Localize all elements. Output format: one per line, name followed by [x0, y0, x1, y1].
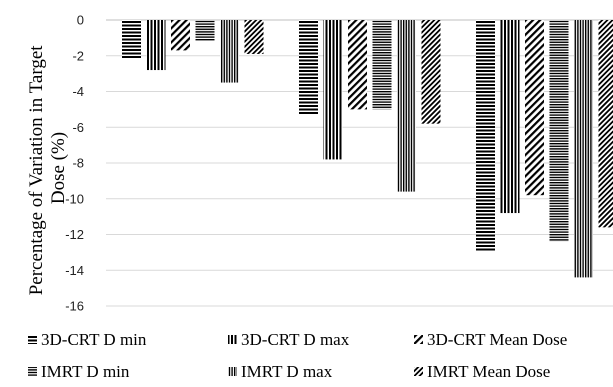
y-axis-label-line-2: Dose (%) — [48, 132, 69, 204]
legend-label: IMRT D max — [241, 362, 333, 381]
y-tick-labels: 0 -2 -4 -6 -8 -10 -12 -14 -16 — [65, 13, 84, 314]
bar — [195, 20, 215, 42]
legend: 3D-CRT D min 3D-CRT D max 3D-CRT Mean Dose… — [28, 330, 567, 381]
legend-label: 3D-CRT D min — [41, 330, 147, 349]
bar — [574, 20, 593, 278]
bar — [244, 20, 264, 54]
bar — [500, 20, 520, 214]
y-axis-label: Percentage of Variation in Target Dose (… — [26, 41, 69, 296]
bar — [598, 20, 613, 228]
y-tick-label: -4 — [72, 84, 84, 99]
bar — [146, 20, 166, 71]
legend-label: IMRT Mean Dose — [427, 362, 550, 381]
legend-label: IMRT D min — [41, 362, 130, 381]
y-tick-label: -6 — [72, 120, 84, 135]
y-tick-label: 0 — [77, 13, 84, 28]
y-tick-label: -14 — [65, 263, 84, 278]
bars — [122, 20, 613, 278]
legend-swatch — [414, 367, 423, 376]
bar — [525, 20, 544, 196]
legend-swatch — [414, 335, 423, 344]
y-axis-label-line-1: Percentage of Variation in Target — [26, 45, 47, 296]
y-tick-label: -12 — [65, 227, 84, 242]
bar — [171, 20, 190, 51]
bar — [348, 20, 367, 110]
y-tick-label: -16 — [65, 299, 84, 314]
bar — [299, 20, 318, 115]
bar — [122, 20, 141, 60]
legend-label: 3D-CRT D max — [241, 330, 350, 349]
bar — [476, 20, 495, 251]
y-tick-label: -2 — [72, 48, 84, 63]
y-tick-label: -8 — [72, 156, 84, 171]
bar — [397, 20, 416, 192]
bar — [549, 20, 569, 242]
y-tick-label: -10 — [65, 191, 84, 206]
legend-swatch — [28, 335, 37, 344]
bar — [323, 20, 343, 160]
bar — [220, 20, 239, 83]
legend-label: 3D-CRT Mean Dose — [427, 330, 567, 349]
bar — [372, 20, 392, 110]
bar — [421, 20, 441, 124]
legend-swatch — [228, 367, 237, 376]
legend-swatch — [28, 367, 37, 376]
legend-swatch — [228, 335, 237, 344]
